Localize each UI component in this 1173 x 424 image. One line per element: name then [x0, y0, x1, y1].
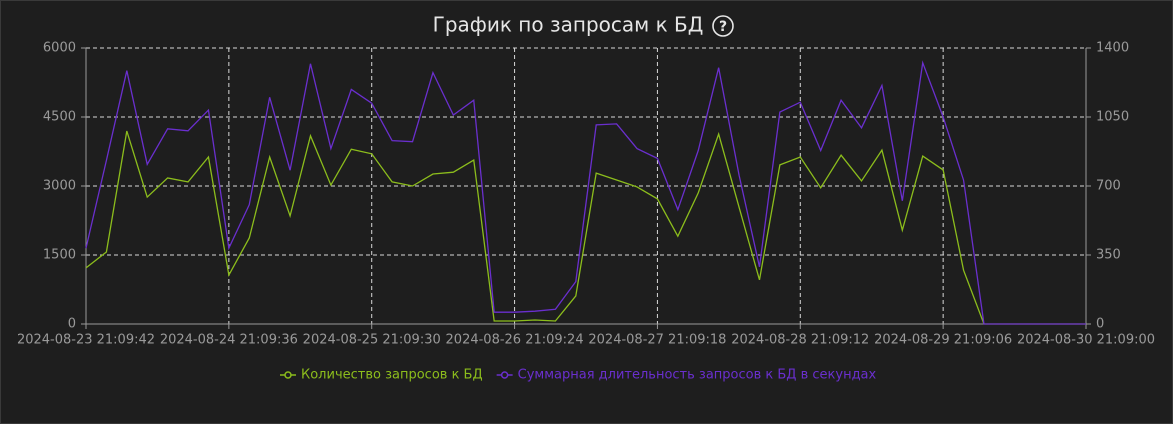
legend-marker [500, 371, 509, 379]
y-tick-label: 3000 [43, 179, 76, 194]
legend: Количество запросов к БД Суммарная длител… [280, 368, 877, 383]
x-tick-label: 2024-08-28 21:09:12 [731, 333, 869, 348]
series-line [85, 130, 1086, 325]
x-tick-label: 2024-08-30 21:09:00 [1017, 333, 1155, 348]
y2-tick-label: 1400 [1096, 41, 1129, 56]
svg-text:?: ? [719, 19, 727, 35]
chart-title: График по запросам к БД [433, 13, 704, 37]
legend-label: Количество запросов к БД [301, 368, 483, 383]
y2-tick-label: 0 [1096, 317, 1104, 332]
y-tick-label: 6000 [43, 41, 76, 56]
series-line [85, 60, 1086, 325]
x-tick-label: 2024-08-26 21:09:24 [446, 333, 584, 348]
y-tick-label: 1500 [43, 248, 76, 263]
x-tick-label: 2024-08-24 21:09:36 [160, 333, 298, 348]
legend-marker [284, 371, 292, 379]
y2-tick-label: 700 [1096, 179, 1121, 194]
x-tick-label: 2024-08-29 21:09:06 [874, 333, 1012, 348]
y2-tick-label: 350 [1096, 248, 1121, 263]
x-tick-label: 2024-08-27 21:09:18 [588, 333, 726, 348]
y2-tick-label: 1050 [1096, 110, 1129, 125]
x-tick-label: 2024-08-25 21:09:30 [303, 333, 441, 348]
legend-label: Суммарная длительность запросов к БД в с… [518, 368, 877, 383]
help-icon[interactable]: ? [712, 15, 734, 37]
x-tick-label: 2024-08-23 21:09:42 [17, 333, 155, 348]
y-tick-label: 4500 [43, 110, 76, 125]
y-tick-label: 0 [68, 317, 76, 332]
